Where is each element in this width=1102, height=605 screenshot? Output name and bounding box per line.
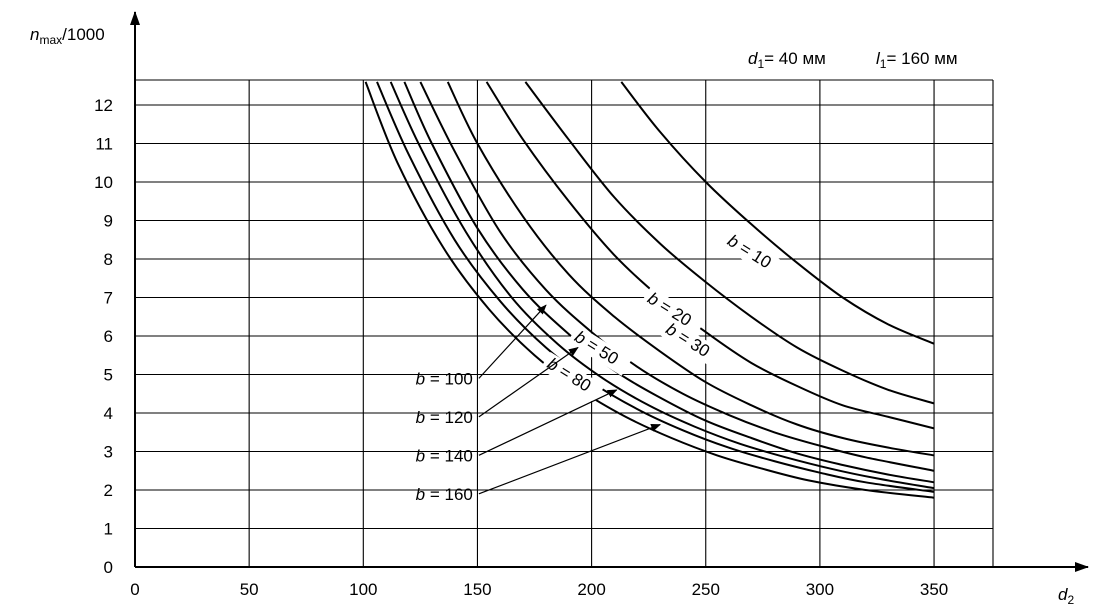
y-tick-label: 0 (104, 558, 113, 577)
curve-label-bg (720, 228, 786, 280)
leader-label-text: b = 160 (416, 485, 473, 504)
param-l1: l1= 160 мм (876, 49, 958, 71)
y-tick-label: 12 (94, 96, 113, 115)
x-tick-label: 0 (130, 580, 139, 599)
series-line-b160 (364, 81, 935, 499)
y-tick-label: 10 (94, 173, 113, 192)
series-line-b140 (376, 81, 935, 493)
leader-label-text: b = 140 (416, 446, 473, 465)
x-axis-var: d (1058, 585, 1068, 604)
param-d1: d1= 40 мм (748, 49, 826, 71)
curve-label-text: b = 80 (544, 354, 595, 395)
series-line-b80 (419, 81, 935, 472)
series-line-b120 (389, 81, 935, 490)
curve-label: b = 80 (539, 351, 605, 403)
x-tick-label: 50 (240, 580, 259, 599)
param-l1-var: l (876, 49, 881, 68)
curve-label-bg (567, 325, 633, 376)
param-d1-value: = 40 мм (764, 49, 826, 68)
series-line-b10 (620, 81, 935, 345)
curve-label-bg (640, 286, 706, 338)
x-tick-label: 300 (806, 580, 834, 599)
curve-label-bg (539, 351, 605, 403)
y-tick-label: 6 (104, 327, 113, 346)
series-line-b50 (446, 81, 935, 457)
series-line-b30 (485, 81, 935, 430)
leader-arrow (478, 346, 579, 418)
x-tick-label: 150 (463, 580, 491, 599)
curve-label: b = 50 (567, 325, 633, 376)
x-tick-label: 250 (692, 580, 720, 599)
curves (364, 81, 935, 499)
x-axis-title: d2 (1058, 585, 1074, 605)
y-tick-label: 8 (104, 250, 113, 269)
leader-arrow (478, 304, 547, 379)
y-tick-label: 1 (104, 520, 113, 539)
y-tick-label: 5 (104, 366, 113, 385)
curve-label-bg (658, 317, 724, 369)
leader-arrow (478, 423, 662, 495)
y-axis-title: nmax/1000 (30, 25, 105, 47)
x-tick-label: 100 (349, 580, 377, 599)
x-tick-label: 350 (920, 580, 948, 599)
x-axis-sub: 2 (1067, 593, 1074, 605)
y-tick-label: 3 (104, 443, 113, 462)
y-tick-label: 9 (104, 212, 113, 231)
series-line-b20 (524, 81, 935, 405)
axes (130, 11, 1089, 572)
x-tick-label: 200 (577, 580, 605, 599)
y-axis-sub: max (39, 33, 62, 47)
param-d1-var: d (748, 49, 758, 68)
curve-label: b = 10 (720, 228, 786, 280)
y-tick-label: 7 (104, 289, 113, 308)
leader-label-text: b = 120 (416, 408, 473, 427)
series-line-b100 (403, 81, 935, 484)
leader-label-text: b = 100 (416, 369, 473, 388)
leader-arrow (478, 389, 618, 456)
y-axis-var: n (30, 25, 39, 44)
grid (135, 79, 994, 567)
y-tick-label: 11 (95, 135, 113, 154)
param-d1-sub: 1 (757, 57, 764, 71)
y-tick-label: 2 (104, 481, 113, 500)
y-tick-label: 4 (104, 404, 113, 423)
curve-label: b = 20 (640, 286, 706, 338)
param-l1-sub: 1 (880, 57, 887, 71)
y-axis-rest: /1000 (62, 25, 105, 44)
param-l1-value: = 160 мм (886, 49, 957, 68)
